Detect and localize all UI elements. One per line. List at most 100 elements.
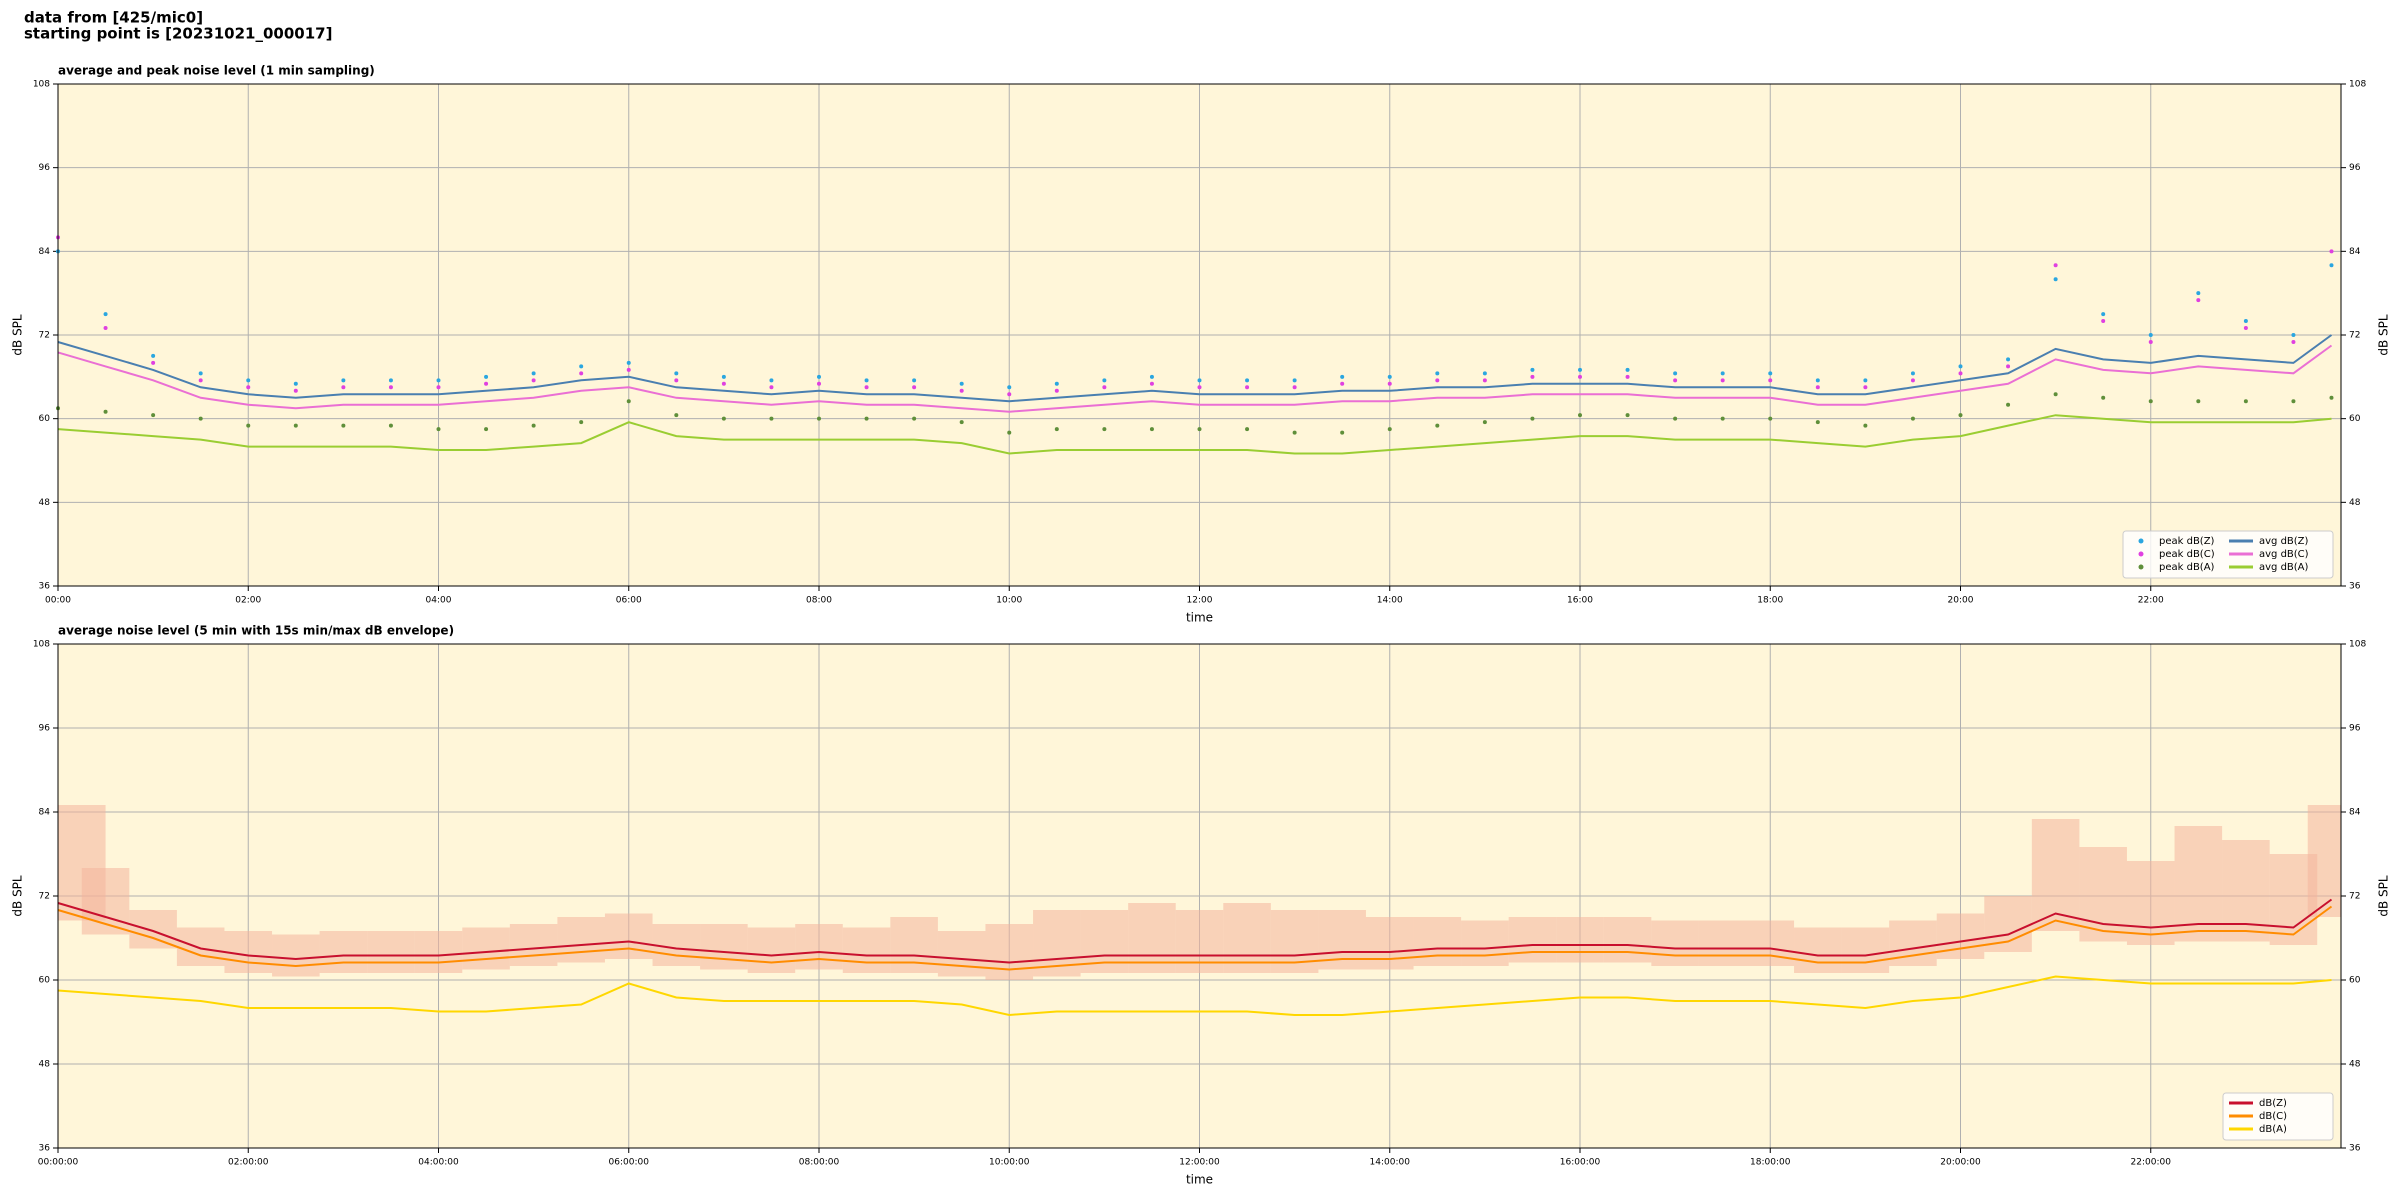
peak-point	[2329, 263, 2334, 268]
envelope-band	[842, 927, 891, 973]
peak-point	[1102, 378, 1107, 383]
y-tick-label: 108	[2349, 640, 2366, 650]
peak-point	[1768, 371, 1773, 376]
peak-point	[1910, 371, 1915, 376]
peak-point	[293, 388, 298, 393]
peak-point	[341, 423, 346, 428]
legend-label: avg dB(A)	[2259, 562, 2309, 573]
peak-point	[1910, 378, 1915, 383]
peak-point	[103, 312, 108, 317]
series-line	[57, 334, 2333, 403]
peak-point	[1863, 378, 1868, 383]
envelope-band	[1508, 917, 1557, 963]
y-axis-label: dB SPL	[2377, 875, 2391, 917]
x-tick-label: 06:00:00	[609, 1158, 650, 1168]
envelope-band	[747, 927, 796, 973]
envelope-band	[2126, 861, 2175, 945]
peak-point	[1245, 385, 1250, 390]
peak-point	[2101, 395, 2106, 400]
peak-point	[1482, 378, 1487, 383]
peak-point	[1197, 378, 1202, 383]
peak-point	[626, 360, 631, 365]
peak-point	[198, 416, 203, 421]
y-tick-label: 72	[2349, 331, 2360, 341]
peak-point	[674, 413, 679, 418]
envelope-band	[319, 931, 368, 973]
peak-point	[2053, 277, 2058, 282]
y-tick-label: 48	[2349, 1060, 2361, 1070]
peak-point	[103, 409, 108, 414]
x-tick-label: 20:00	[1948, 596, 1974, 606]
peak-point	[151, 413, 156, 418]
peak-point	[1054, 427, 1059, 432]
series-line	[57, 975, 2332, 1017]
envelope-band	[1698, 920, 1747, 966]
x-axis-label: time	[1186, 1173, 1213, 1187]
peak-point	[1149, 427, 1154, 432]
peak-point	[1054, 388, 1059, 393]
legend-marker	[2138, 538, 2144, 544]
peak-point	[388, 378, 393, 383]
peak-point	[2196, 298, 2201, 303]
x-tick-label: 12:00:00	[1179, 1158, 1220, 1168]
legend-marker	[2138, 551, 2144, 557]
peak-point	[2329, 395, 2334, 400]
y-tick-label: 60	[2349, 976, 2361, 986]
legend-label: peak dB(A)	[2159, 562, 2215, 573]
x-tick-label: 16:00:00	[1560, 1158, 1601, 1168]
peak-point	[959, 420, 964, 425]
y-tick-label: 48	[39, 1060, 51, 1070]
peak-point	[579, 420, 584, 425]
x-tick-label: 08:00:00	[799, 1158, 840, 1168]
peak-point	[817, 416, 821, 421]
envelope-band	[985, 924, 1034, 980]
peak-point	[2291, 333, 2296, 337]
peak-point	[1292, 378, 1297, 383]
envelope-band	[367, 931, 415, 973]
peak-point	[1007, 430, 1012, 435]
peak-point	[1245, 378, 1250, 383]
envelope-band	[1175, 910, 1224, 973]
peak-point	[1149, 374, 1154, 379]
x-axis-label: time	[1186, 611, 1213, 625]
y-axis-label: dB SPL	[11, 875, 25, 917]
peak-point	[2101, 319, 2106, 324]
x-tick-label: 16:00	[1567, 596, 1593, 606]
envelope-band	[2222, 840, 2270, 942]
peak-point	[2006, 402, 2011, 407]
envelope-band	[272, 934, 320, 977]
envelope-band	[557, 917, 605, 963]
peak-point	[1578, 367, 1582, 372]
envelope-band	[1936, 913, 1985, 959]
y-tick-label: 84	[39, 808, 51, 818]
peak-point	[198, 378, 203, 383]
peak-point	[531, 378, 536, 383]
peak-point	[2148, 339, 2153, 344]
chart-title: average and peak noise level (1 min samp…	[58, 64, 375, 78]
peak-point	[959, 381, 964, 386]
legend-box	[2122, 530, 2334, 579]
series-line	[57, 905, 2333, 971]
peak-point	[721, 416, 726, 421]
peak-point	[1149, 381, 1154, 386]
y-tick-label: 96	[2349, 724, 2361, 734]
envelope-band	[604, 913, 653, 959]
peak-point	[2243, 326, 2248, 331]
peak-point	[1958, 413, 1963, 418]
peak-point	[1578, 413, 1582, 418]
peak-point	[2291, 339, 2296, 344]
peak-point	[959, 388, 964, 393]
peak-point	[1530, 416, 1535, 421]
y-axis-label: dB SPL	[11, 314, 25, 356]
peak-point	[1435, 378, 1440, 383]
x-tick-label: 10:00	[996, 596, 1022, 606]
peak-point	[864, 378, 869, 383]
header-line: starting point is [20231021_000017]	[24, 25, 332, 43]
x-tick-label: 20:00:00	[1940, 1158, 1981, 1168]
peak-point	[1958, 371, 1963, 376]
peak-point	[293, 423, 298, 428]
envelope-band	[1270, 910, 1319, 973]
peak-point	[912, 378, 917, 383]
envelope-band	[2031, 819, 2080, 931]
envelope-band	[1223, 903, 1271, 973]
